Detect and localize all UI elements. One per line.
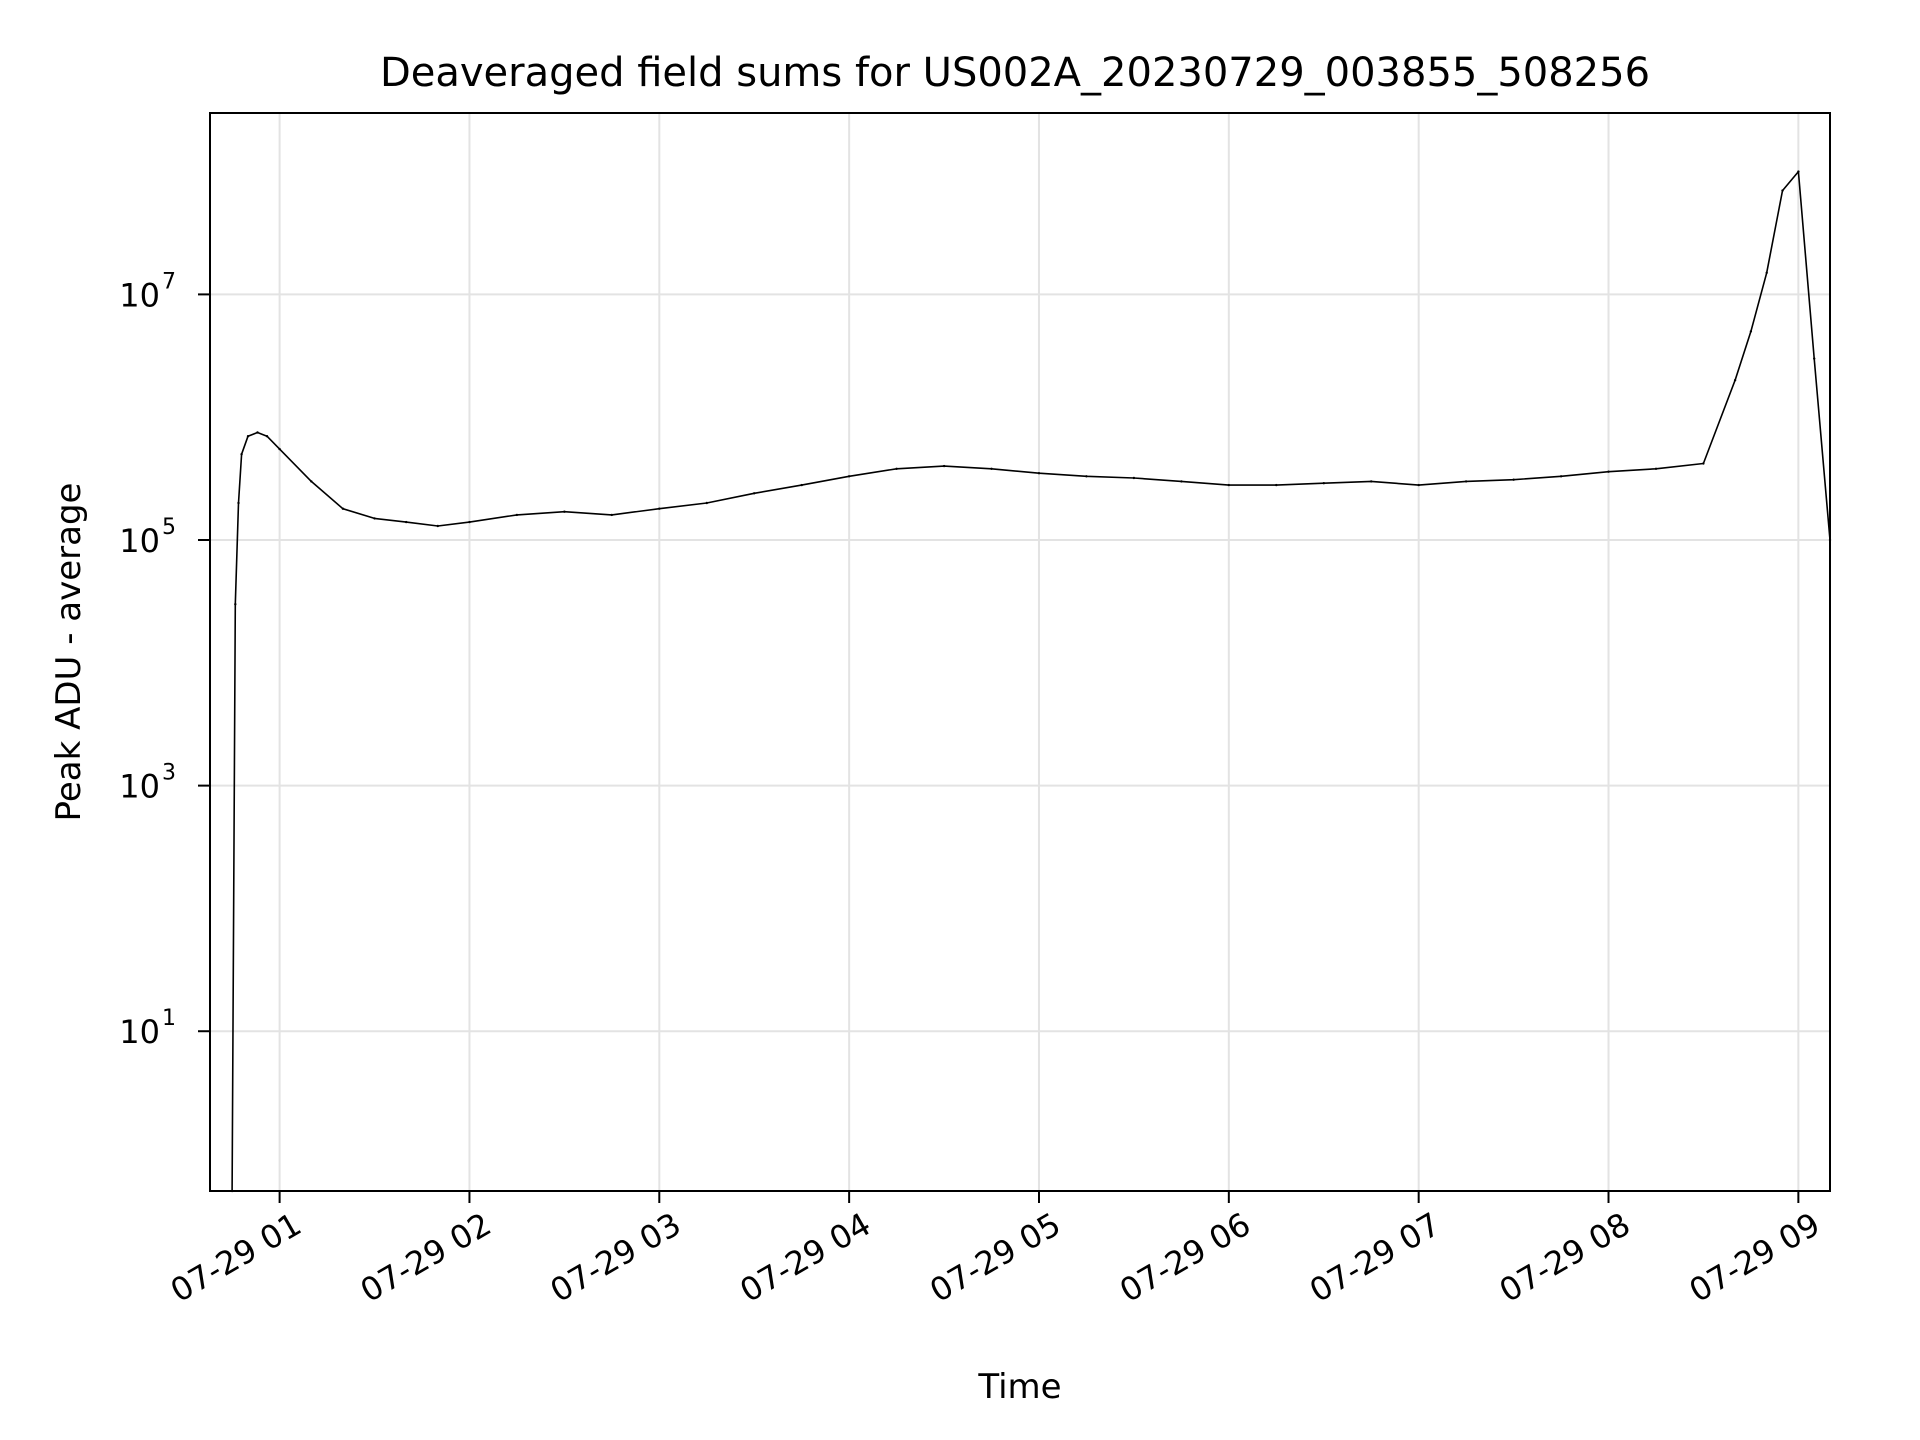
data-point bbox=[1322, 482, 1326, 485]
series-line bbox=[231, 170, 1831, 1192]
x-axis-label: Time bbox=[977, 1367, 1061, 1407]
data-point bbox=[515, 513, 519, 517]
data-point bbox=[234, 603, 237, 606]
y-tick-label: 10 bbox=[119, 276, 160, 314]
data-point bbox=[341, 507, 345, 510]
data-point bbox=[1654, 467, 1658, 470]
data-point bbox=[240, 453, 243, 456]
data-point bbox=[610, 513, 613, 517]
y-tick-exponent: 3 bbox=[162, 761, 176, 786]
data-point bbox=[563, 510, 566, 513]
data-point bbox=[1132, 476, 1136, 480]
data-point bbox=[1417, 483, 1420, 487]
x-tick-label: 07-29 06 bbox=[1113, 1205, 1257, 1310]
data-point bbox=[1797, 170, 1800, 173]
y-tick-label: 10 bbox=[119, 768, 160, 806]
x-tick-label: 07-29 05 bbox=[923, 1205, 1067, 1310]
data-point bbox=[1464, 480, 1468, 483]
data-point bbox=[753, 492, 756, 495]
data-point bbox=[1781, 189, 1784, 192]
series-group bbox=[230, 170, 1832, 1193]
chart-title: Deaveraged field sums for US002A_2023072… bbox=[380, 50, 1650, 96]
data-point bbox=[800, 483, 803, 487]
data-point bbox=[1813, 357, 1816, 360]
plot-frame bbox=[209, 112, 1831, 1192]
data-point bbox=[436, 524, 439, 528]
data-point bbox=[1275, 483, 1278, 487]
data-point bbox=[310, 480, 313, 483]
data-point bbox=[658, 507, 661, 510]
data-point bbox=[237, 501, 240, 505]
x-tick-label: 07-29 03 bbox=[544, 1205, 688, 1310]
data-point bbox=[278, 447, 281, 451]
data-point bbox=[1733, 379, 1737, 382]
data-point bbox=[1765, 271, 1768, 274]
data-point bbox=[942, 464, 946, 468]
y-tick-label: 10 bbox=[119, 1013, 160, 1051]
data-point bbox=[705, 501, 708, 505]
data-point bbox=[468, 520, 471, 524]
y-tick-label: 10 bbox=[119, 522, 160, 560]
x-tick-label: 07-29 01 bbox=[164, 1205, 308, 1310]
data-point bbox=[373, 517, 376, 520]
data-point bbox=[895, 467, 898, 470]
data-point bbox=[847, 475, 851, 478]
data-point bbox=[1749, 330, 1753, 333]
data-point bbox=[256, 431, 259, 434]
x-tick-label: 07-29 09 bbox=[1683, 1205, 1827, 1310]
x-tick-label: 07-29 02 bbox=[354, 1205, 498, 1310]
grid bbox=[210, 113, 1830, 1191]
data-point bbox=[990, 467, 993, 470]
data-point bbox=[405, 520, 408, 524]
data-point bbox=[265, 435, 269, 438]
data-point bbox=[1607, 470, 1610, 473]
data-point bbox=[1037, 472, 1041, 475]
y-tick-exponent: 5 bbox=[162, 515, 176, 540]
y-axis-label: Peak ADU - average bbox=[49, 483, 89, 822]
data-point bbox=[1702, 462, 1705, 465]
x-tick-label: 07-29 04 bbox=[734, 1205, 878, 1310]
data-point bbox=[1512, 478, 1515, 481]
y-tick-exponent: 7 bbox=[162, 269, 176, 294]
data-point bbox=[1085, 475, 1088, 478]
data-point bbox=[1227, 483, 1231, 487]
x-tick-label: 07-29 08 bbox=[1493, 1205, 1637, 1310]
data-point bbox=[1180, 480, 1183, 483]
y-tick-exponent: 1 bbox=[162, 1006, 176, 1031]
x-tick-label: 07-29 07 bbox=[1303, 1205, 1447, 1310]
data-point bbox=[1559, 475, 1563, 478]
x-ticks: 07-29 01 07-29 02 07-29 03 07-29 04 07-29 05… bbox=[164, 1191, 1826, 1310]
data-point bbox=[246, 435, 250, 438]
data-point bbox=[1370, 480, 1373, 483]
